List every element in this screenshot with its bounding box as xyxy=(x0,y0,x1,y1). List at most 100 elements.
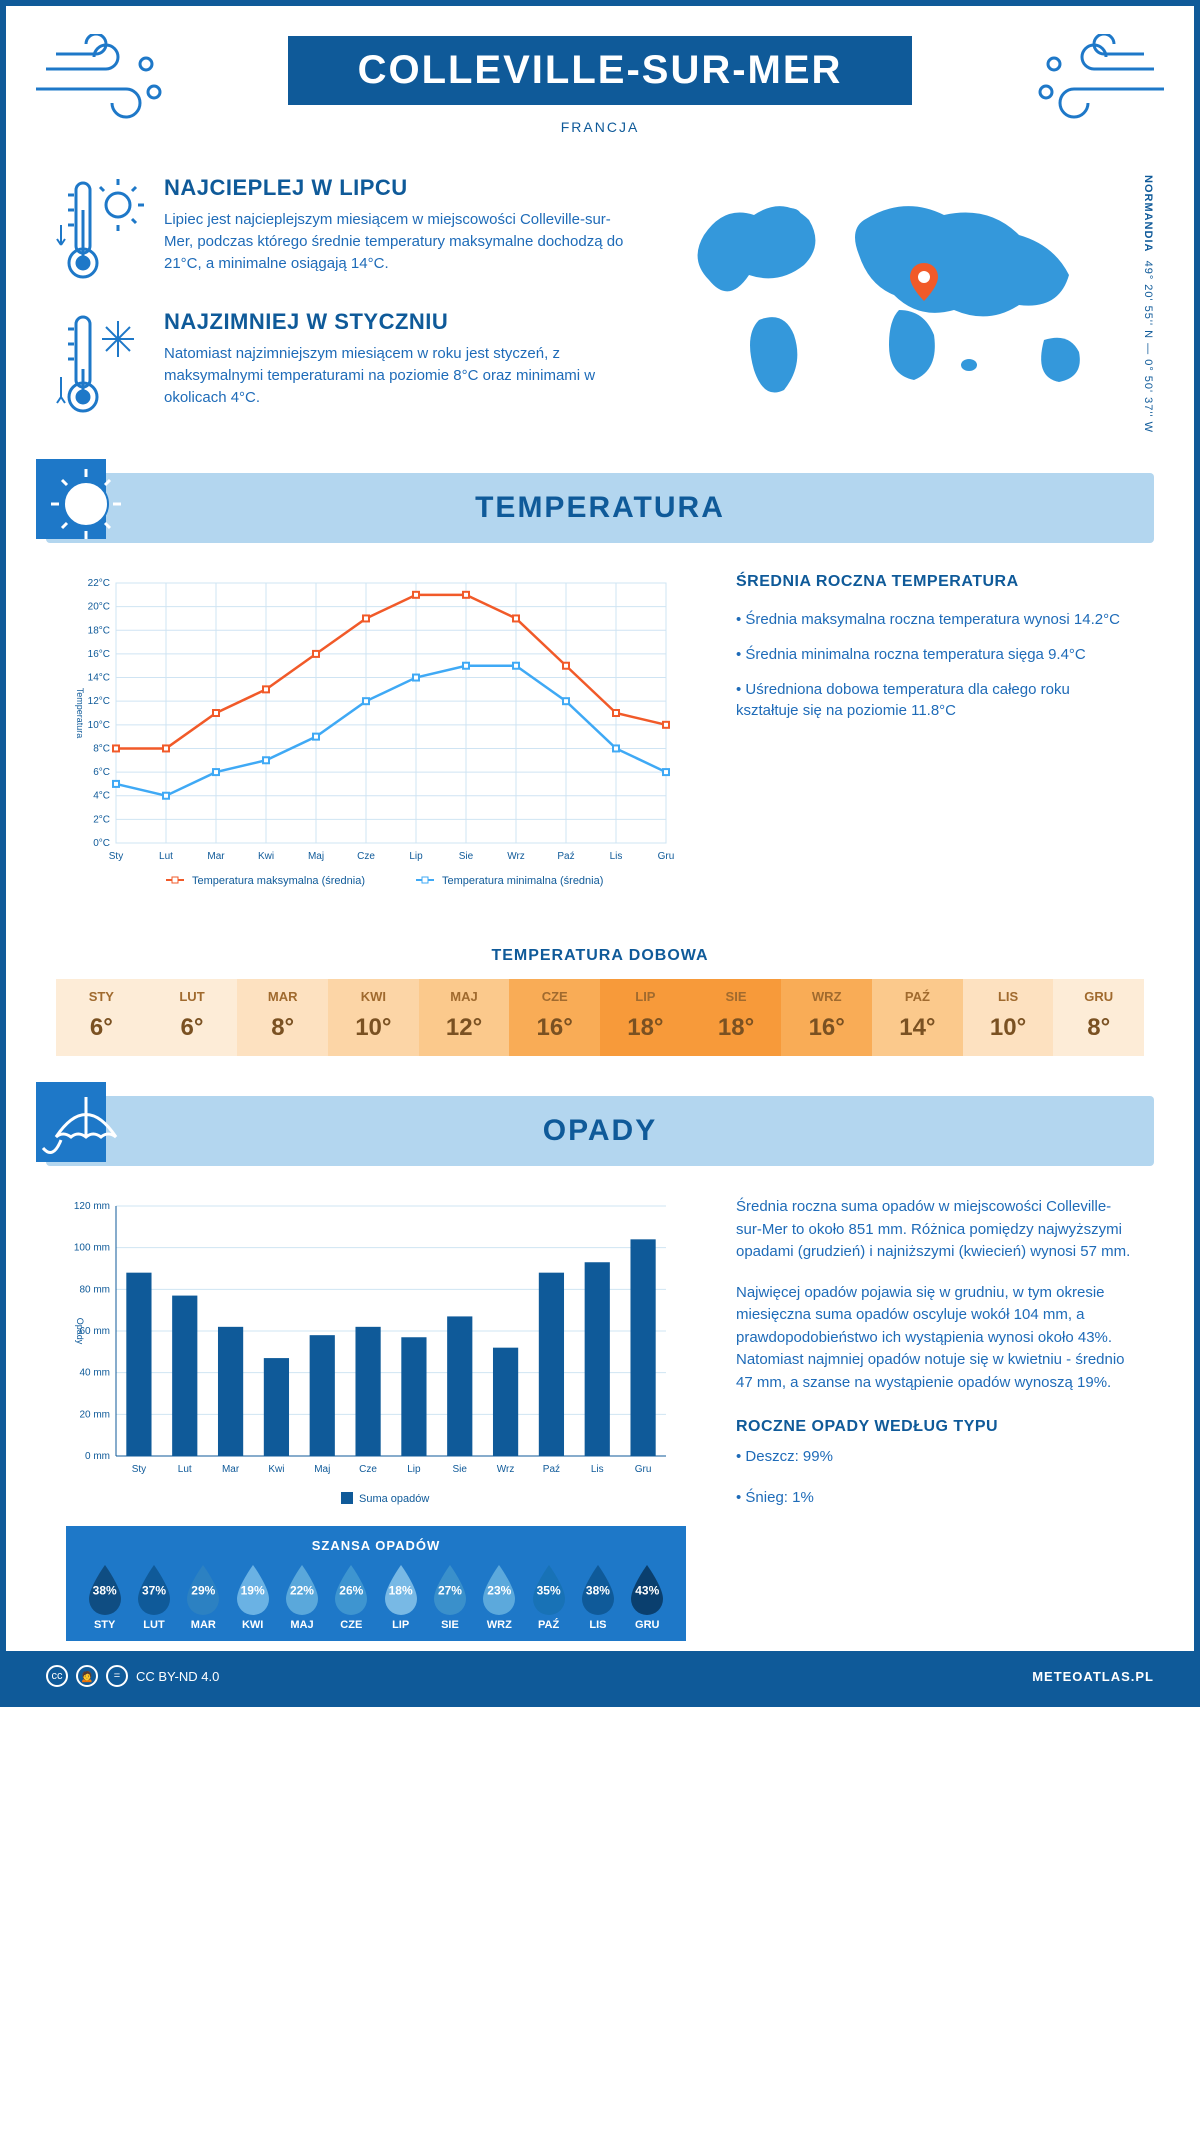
svg-text:Opady: Opady xyxy=(75,1318,85,1345)
svg-text:Paź: Paź xyxy=(543,1464,560,1475)
daily-cell: WRZ16° xyxy=(781,979,872,1056)
svg-text:Maj: Maj xyxy=(308,851,324,862)
daily-cell: LUT6° xyxy=(147,979,238,1056)
license-badge: cc 🙍 = CC BY-ND 4.0 xyxy=(46,1665,219,1687)
cc-icon: cc xyxy=(46,1665,68,1687)
svg-text:Maj: Maj xyxy=(314,1464,330,1475)
svg-text:Lis: Lis xyxy=(591,1464,604,1475)
svg-text:Cze: Cze xyxy=(357,851,375,862)
coldest-title: NAJZIMNIEJ W STYCZNIU xyxy=(164,309,624,335)
chance-drop: 35%PAŹ xyxy=(524,1563,573,1631)
coordinates: NORMANDIA 49° 20' 55'' N — 0° 50' 37'' W xyxy=(1142,175,1154,433)
temperature-section-heading: TEMPERATURA xyxy=(46,473,1154,543)
hottest-block: NAJCIEPLEJ W LIPCU Lipiec jest najcieple… xyxy=(56,175,624,285)
precip-paragraph: Średnia roczna suma opadów w miejscowośc… xyxy=(736,1196,1134,1264)
svg-text:12°C: 12°C xyxy=(88,696,110,707)
precip-type-bullet: • Deszcz: 99% xyxy=(736,1446,1134,1469)
chance-drop: 27%SIE xyxy=(425,1563,474,1631)
svg-text:10°C: 10°C xyxy=(88,720,110,731)
svg-text:Lis: Lis xyxy=(610,851,623,862)
daily-cell: GRU8° xyxy=(1053,979,1144,1056)
coldest-body: Natomiast najzimniejszym miesiącem w rok… xyxy=(164,343,624,408)
precipitation-chance-panel: SZANSA OPADÓW 38%STY37%LUT29%MAR19%KWI22… xyxy=(66,1526,686,1641)
daily-cell: MAR8° xyxy=(237,979,328,1056)
svg-text:Sty: Sty xyxy=(109,851,123,862)
chance-drop: 22%MAJ xyxy=(277,1563,326,1631)
svg-text:2°C: 2°C xyxy=(93,814,110,825)
chance-drop: 37%LUT xyxy=(129,1563,178,1631)
precipitation-section-heading: OPADY xyxy=(46,1096,1154,1166)
svg-text:Kwi: Kwi xyxy=(268,1464,284,1475)
svg-text:0°C: 0°C xyxy=(93,838,110,849)
title-band: COLLEVILLE-SUR-MER xyxy=(288,36,913,105)
svg-text:120 mm: 120 mm xyxy=(74,1201,110,1212)
precipitation-bar-chart: 0 mm20 mm40 mm60 mm80 mm100 mm120 mmStyL… xyxy=(66,1196,686,1516)
svg-text:100 mm: 100 mm xyxy=(74,1243,110,1254)
chance-drop: 19%KWI xyxy=(228,1563,277,1631)
svg-text:20 mm: 20 mm xyxy=(79,1409,110,1420)
svg-text:8°C: 8°C xyxy=(93,743,110,754)
temp-info-bullet: • Uśredniona dobowa temperatura dla całe… xyxy=(736,679,1134,721)
nd-icon: = xyxy=(106,1665,128,1687)
svg-text:14°C: 14°C xyxy=(88,673,110,684)
svg-text:Suma opadów: Suma opadów xyxy=(359,1493,429,1505)
chance-drop: 23%WRZ xyxy=(475,1563,524,1631)
chance-title: SZANSA OPADÓW xyxy=(80,1538,672,1553)
umbrella-icon xyxy=(36,1082,136,1182)
svg-text:Lip: Lip xyxy=(409,851,423,862)
svg-text:Mar: Mar xyxy=(207,851,225,862)
temperature-line-chart: 0°C 2°C 4°C 6°C 8°C 10°C 12°C 14°C 16°C 18°C 20°C 2… xyxy=(66,573,686,913)
location-pin-icon xyxy=(909,263,939,303)
svg-text:Wrz: Wrz xyxy=(497,1464,515,1475)
svg-text:Paź: Paź xyxy=(557,851,574,862)
svg-text:4°C: 4°C xyxy=(93,791,110,802)
daily-cell: LIP18° xyxy=(600,979,691,1056)
chance-drop: 38%STY xyxy=(80,1563,129,1631)
precip-type-bullet: • Śnieg: 1% xyxy=(736,1487,1134,1510)
temp-info-bullet: • Średnia minimalna roczna temperatura s… xyxy=(736,644,1134,665)
hottest-body: Lipiec jest najcieplejszym miesiącem w m… xyxy=(164,209,624,274)
svg-text:18°C: 18°C xyxy=(88,625,110,636)
svg-text:Lut: Lut xyxy=(178,1464,192,1475)
svg-text:Wrz: Wrz xyxy=(507,851,525,862)
svg-text:Temperatura maksymalna (średni: Temperatura maksymalna (średnia) xyxy=(192,875,365,887)
daily-cell: LIS10° xyxy=(963,979,1054,1056)
by-icon: 🙍 xyxy=(76,1665,98,1687)
sun-icon xyxy=(36,459,136,559)
coldest-block: NAJZIMNIEJ W STYCZNIU Natomiast najzimni… xyxy=(56,309,624,419)
chance-drop: 43%GRU xyxy=(623,1563,672,1631)
wind-swirl-icon xyxy=(36,34,176,124)
svg-text:20°C: 20°C xyxy=(88,602,110,613)
thermometer-sun-icon xyxy=(56,175,146,285)
svg-text:Gru: Gru xyxy=(658,851,675,862)
svg-text:Lip: Lip xyxy=(407,1464,421,1475)
svg-text:0 mm: 0 mm xyxy=(85,1451,110,1462)
footer: cc 🙍 = CC BY-ND 4.0 METEOATLAS.PL xyxy=(6,1651,1194,1701)
hottest-title: NAJCIEPLEJ W LIPCU xyxy=(164,175,624,201)
svg-text:16°C: 16°C xyxy=(88,649,110,660)
svg-text:22°C: 22°C xyxy=(88,578,110,589)
svg-text:Kwi: Kwi xyxy=(258,851,274,862)
precip-type-heading: ROCZNE OPADY WEDŁUG TYPU xyxy=(736,1418,1134,1436)
svg-text:Temperatura minimalna (średnia: Temperatura minimalna (średnia) xyxy=(442,875,603,887)
svg-text:Temperatura: Temperatura xyxy=(75,688,85,739)
temp-info-bullet: • Średnia maksymalna roczna temperatura … xyxy=(736,609,1134,630)
svg-text:6°C: 6°C xyxy=(93,767,110,778)
svg-text:Sie: Sie xyxy=(453,1464,468,1475)
temp-info-heading: ŚREDNIA ROCZNA TEMPERATURA xyxy=(736,573,1134,591)
header: COLLEVILLE-SUR-MER FRANCJA xyxy=(6,6,1194,155)
daily-cell: KWI10° xyxy=(328,979,419,1056)
svg-text:Gru: Gru xyxy=(635,1464,652,1475)
daily-cell: STY6° xyxy=(56,979,147,1056)
chance-drop: 29%MAR xyxy=(179,1563,228,1631)
daily-temp-heading: TEMPERATURA DOBOWA xyxy=(6,947,1194,965)
daily-cell: SIE18° xyxy=(691,979,782,1056)
thermometer-snow-icon xyxy=(56,309,146,419)
page-subtitle: FRANCJA xyxy=(6,119,1194,135)
precip-paragraph: Najwięcej opadów pojawia się w grudniu, … xyxy=(736,1282,1134,1395)
chance-drop: 38%LIS xyxy=(573,1563,622,1631)
svg-text:Mar: Mar xyxy=(222,1464,240,1475)
world-map: NORMANDIA 49° 20' 55'' N — 0° 50' 37'' W xyxy=(664,175,1144,443)
page-title: COLLEVILLE-SUR-MER xyxy=(358,48,843,93)
svg-text:Sty: Sty xyxy=(132,1464,146,1475)
